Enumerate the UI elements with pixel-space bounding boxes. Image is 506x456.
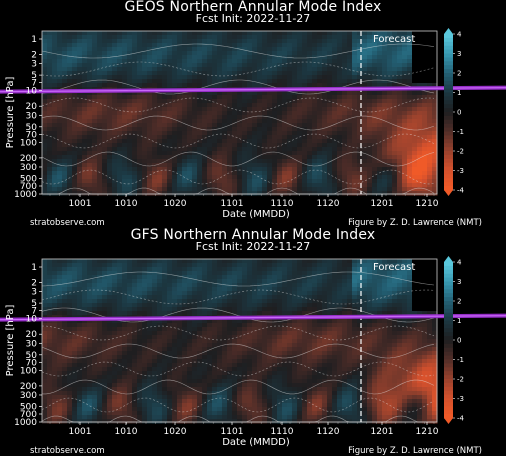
x-tick-label: 1210 bbox=[416, 199, 439, 209]
colorbar-tick-label: 0 bbox=[457, 337, 461, 345]
gfs-nam-panel: GFS Northern Annular Mode Index Fcst Ini… bbox=[0, 228, 506, 456]
highlight-line-core bbox=[0, 87, 506, 93]
y-tick-label: 300 bbox=[20, 391, 37, 401]
y-tick-label: 100 bbox=[20, 366, 37, 376]
y-tick-label: 2 bbox=[31, 51, 37, 61]
x-tick-label: 1120 bbox=[317, 427, 340, 437]
y-tick-label: 70 bbox=[26, 358, 38, 368]
colorbar-top-arrow bbox=[444, 28, 453, 34]
colorbar-tick-label: 4 bbox=[457, 259, 462, 267]
y-tick-label: 70 bbox=[26, 130, 38, 140]
colorbar-tick-label: 3 bbox=[457, 278, 461, 286]
y-tick-label: 1000 bbox=[14, 418, 37, 428]
x-tick-label: 1110 bbox=[271, 199, 294, 209]
y-tick-label: 700 bbox=[20, 410, 37, 420]
colorbar-bottom-arrow bbox=[444, 190, 453, 196]
y-tick-label: 1 bbox=[31, 35, 37, 45]
x-tick-label: 1101 bbox=[221, 199, 244, 209]
colorbar-tick-label: -2 bbox=[457, 376, 464, 384]
colorbar-tick-label: -4 bbox=[457, 415, 465, 423]
x-tick-label: 1001 bbox=[69, 199, 92, 209]
y-tick-label: 500 bbox=[20, 174, 37, 184]
y-tick-label: 5 bbox=[31, 299, 37, 309]
y-tick-label: 200 bbox=[20, 154, 37, 164]
x-tick-label: 1101 bbox=[221, 427, 244, 437]
y-tick-label: 3 bbox=[31, 60, 37, 70]
y-tick-label: 1 bbox=[31, 263, 37, 273]
highlight-line-core bbox=[0, 315, 506, 321]
colorbar-tick-label: 2 bbox=[457, 70, 461, 78]
y-tick-label: 200 bbox=[20, 382, 37, 392]
y-tick-label: 5 bbox=[31, 71, 37, 81]
plot-frame bbox=[41, 30, 438, 195]
y-tick-label: 7 bbox=[31, 307, 37, 317]
x-axis-label: Date (MMDD) bbox=[222, 209, 290, 220]
colorbar-tick-label: -1 bbox=[457, 356, 464, 364]
y-tick-label: 20 bbox=[26, 102, 38, 112]
geos-nam-chart: Forecast12357102030507010020030050070010… bbox=[0, 28, 506, 228]
colorbar-bottom-arrow bbox=[444, 418, 453, 424]
y-tick-label: 20 bbox=[26, 330, 38, 340]
chart-subtitle: Fcst Init: 2022-11-27 bbox=[195, 12, 311, 25]
x-tick-label: 1110 bbox=[271, 427, 294, 437]
colorbar: 4 3 2 1 0 -1 -2 -3 -4 bbox=[444, 256, 465, 424]
x-tick-label: 1120 bbox=[317, 199, 340, 209]
y-tick-label: 7 bbox=[31, 79, 37, 89]
y-axis-label: Pressure [hPa] bbox=[5, 305, 16, 377]
y-tick-label: 700 bbox=[20, 182, 37, 192]
colorbar-tick-label: -4 bbox=[457, 187, 465, 195]
y-tick-label: 10 bbox=[26, 87, 38, 97]
y-tick-label: 1000 bbox=[14, 190, 37, 200]
source-credit: stratobserve.com bbox=[30, 446, 105, 456]
source-credit: stratobserve.com bbox=[30, 218, 105, 228]
colorbar-tick-label: -3 bbox=[457, 167, 464, 175]
y-tick-label: 100 bbox=[20, 138, 37, 148]
y-axis-label: Pressure [hPa] bbox=[5, 77, 16, 149]
colorbar-top-arrow bbox=[444, 256, 453, 262]
x-tick-label: 1010 bbox=[115, 199, 138, 209]
colorbar-tick-label: -1 bbox=[457, 128, 464, 136]
forecast-label: Forecast bbox=[373, 262, 415, 273]
y-tick-label: 500 bbox=[20, 402, 37, 412]
geos-nam-panel: GEOS Northern Annular Mode Index Fcst In… bbox=[0, 0, 506, 228]
y-tick-label: 10 bbox=[26, 315, 38, 325]
author-credit: Figure by Z. D. Lawrence (NMT) bbox=[348, 218, 482, 228]
x-axis-label: Date (MMDD) bbox=[222, 437, 290, 448]
y-tick-label: 3 bbox=[31, 288, 37, 298]
colorbar-tick-label: 3 bbox=[457, 50, 461, 58]
x-tick-label: 1001 bbox=[69, 427, 92, 437]
colorbar: 4 3 2 1 0 -1 -2 -3 -4 bbox=[444, 28, 465, 196]
chart-subtitle: Fcst Init: 2022-11-27 bbox=[195, 240, 311, 253]
x-tick-label: 1210 bbox=[416, 427, 439, 437]
y-tick-label: 50 bbox=[26, 123, 38, 133]
y-tick-label: 30 bbox=[26, 339, 38, 349]
chart-title: GEOS Northern Annular Mode Index bbox=[124, 0, 382, 15]
y-tick-label: 50 bbox=[26, 351, 38, 361]
x-tick-label: 1201 bbox=[371, 427, 394, 437]
colorbar-tick-label: 1 bbox=[457, 317, 461, 325]
x-tick-label: 1010 bbox=[115, 427, 138, 437]
colorbar-tick-label: -3 bbox=[457, 395, 464, 403]
chart-title: GFS Northern Annular Mode Index bbox=[130, 227, 376, 243]
colorbar-tick-label: 4 bbox=[457, 31, 462, 39]
forecast-label: Forecast bbox=[373, 34, 415, 45]
author-credit: Figure by Z. D. Lawrence (NMT) bbox=[348, 446, 482, 456]
heatmap-field bbox=[42, 259, 438, 424]
x-tick-label: 1020 bbox=[164, 427, 187, 437]
heatmap-field bbox=[42, 31, 438, 196]
y-tick-label: 30 bbox=[26, 111, 38, 121]
colorbar-tick-label: -2 bbox=[457, 148, 464, 156]
plot-frame bbox=[41, 258, 438, 423]
colorbar-tick-label: 1 bbox=[457, 89, 461, 97]
x-tick-label: 1020 bbox=[164, 199, 187, 209]
x-tick-label: 1201 bbox=[371, 199, 394, 209]
colorbar-tick-label: 2 bbox=[457, 298, 461, 306]
y-tick-label: 300 bbox=[20, 163, 37, 173]
colorbar-tick-label: 0 bbox=[457, 109, 461, 117]
gfs-nam-chart: Forecast12357102030507010020030050070010… bbox=[0, 256, 506, 456]
y-tick-label: 2 bbox=[31, 279, 37, 289]
